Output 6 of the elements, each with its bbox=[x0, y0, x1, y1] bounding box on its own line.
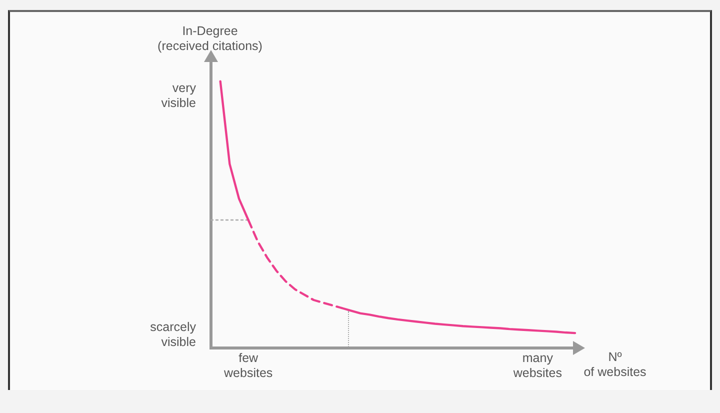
text: scarcely visible bbox=[149, 320, 196, 350]
text: very visible bbox=[160, 81, 196, 111]
y-axis-title: In-Degree (received citations) bbox=[156, 24, 264, 54]
x-tick-label: few websites bbox=[223, 350, 273, 380]
x-tick-label: many websites bbox=[512, 350, 562, 380]
x-axis-title: Nº of websites bbox=[582, 350, 648, 380]
